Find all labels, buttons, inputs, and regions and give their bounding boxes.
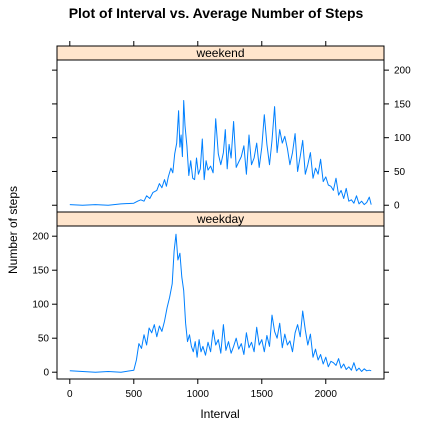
- y-tick-label-weekend: 50: [394, 167, 406, 178]
- x-tick-label: 2000: [315, 389, 338, 400]
- x-tick-label: 500: [125, 389, 142, 400]
- series-line-weekend: [69, 100, 372, 206]
- x-tick-label: 1500: [251, 389, 274, 400]
- series-line-weekday: [69, 233, 372, 373]
- panel-frame-weekday: [56, 225, 385, 380]
- strip-label-weekend: weekend: [195, 46, 244, 60]
- y-tick-label-weekend: 100: [394, 133, 411, 144]
- chart-title: Plot of Interval vs. Average Number of S…: [69, 5, 364, 21]
- panel-frame-weekend: [56, 59, 385, 213]
- y-axis-label: Number of steps: [6, 186, 20, 274]
- x-tick-label: 1000: [187, 389, 210, 400]
- y-tick-label-weekday: 0: [43, 368, 49, 379]
- y-tick-label-weekend: 0: [394, 201, 400, 212]
- y-tick-label-weekday: 100: [32, 300, 49, 311]
- y-tick-label-weekend: 150: [394, 99, 411, 110]
- y-tick-label-weekend: 200: [394, 66, 411, 77]
- y-tick-label-weekday: 50: [38, 334, 50, 345]
- x-axis-label: Interval: [200, 407, 239, 421]
- x-tick-label: 0: [67, 389, 73, 400]
- y-tick-label-weekday: 150: [32, 266, 49, 277]
- y-tick-label-weekday: 200: [32, 232, 49, 243]
- strip-label-weekday: weekday: [196, 212, 244, 226]
